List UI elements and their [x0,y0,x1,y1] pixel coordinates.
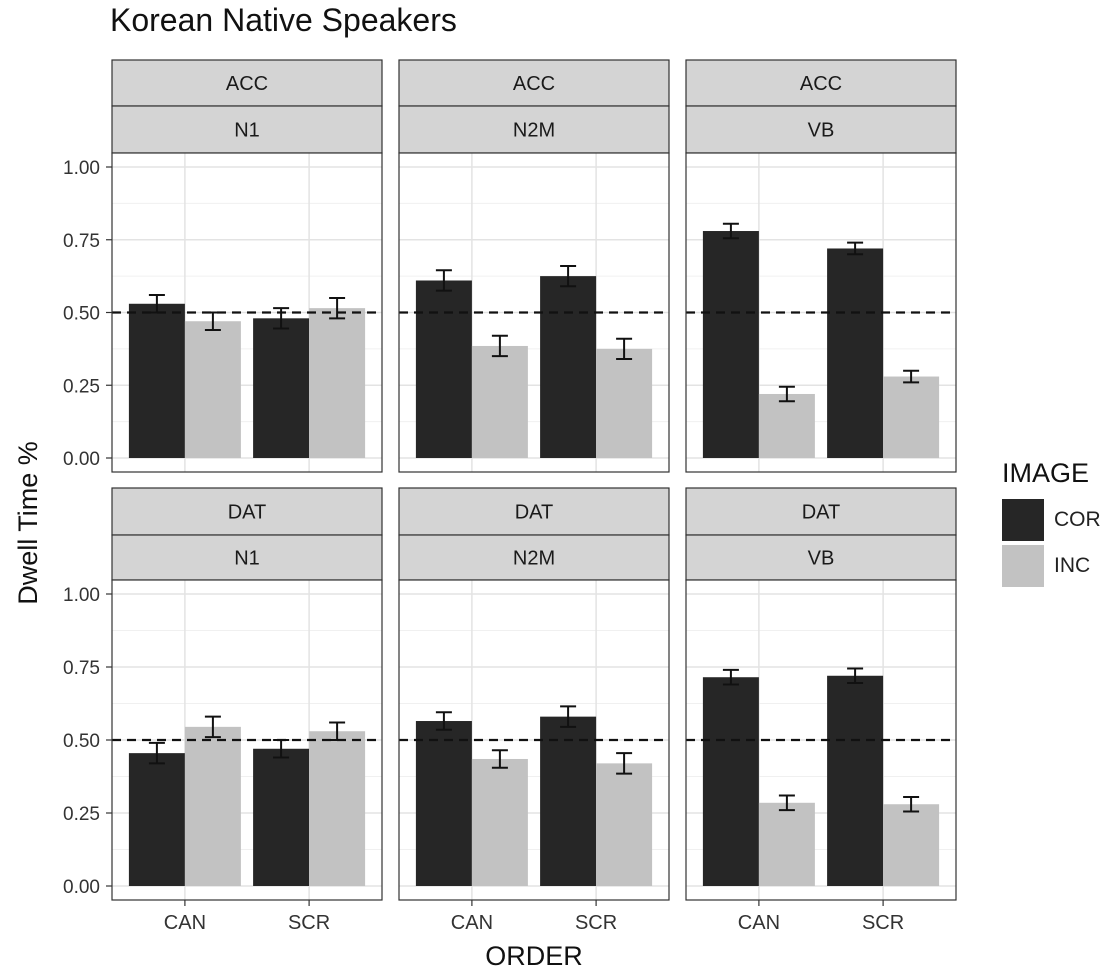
strip-col-dat-vb [685,534,957,581]
y-tick-label: 0.00 [63,877,100,898]
bar-dat-n1-can-cor [128,753,185,886]
bar-acc-n2m-can-inc [471,345,528,458]
legend-label-cor: COR [1054,508,1101,531]
x-tick-label: SCR [575,912,617,934]
legend-item-inc: INC [1002,543,1101,589]
panel-border-dat-vb [685,579,957,901]
bar-acc-n2m-can-cor [415,280,472,458]
bar-acc-n2m-scr-inc [596,348,653,458]
strip-col-acc-n1 [111,105,383,154]
strip-row-acc-n1 [111,59,383,107]
bar-acc-vb-scr-cor [827,248,884,458]
legend: IMAGE COR INC [1002,458,1101,589]
strip-col-label-dat-n2m: N2M [513,548,555,570]
strip-row-acc-n2m [398,59,670,107]
strip-row-label-acc-n1: ACC [226,73,268,95]
bar-dat-vb-can-inc [758,802,815,886]
strip-row-label-acc-vb: ACC [800,73,842,95]
bar-dat-n1-scr-cor [253,748,310,886]
legend-title: IMAGE [1002,458,1090,488]
strip-row-label-dat-n2m: DAT [515,502,554,524]
x-tick-label: CAN [738,912,780,934]
strip-col-label-acc-n1: N1 [234,120,260,142]
strip-col-dat-n1 [111,534,383,581]
y-tick-label: 0.25 [63,804,100,825]
bar-acc-n1-scr-cor [253,318,310,458]
strip-row-dat-n2m [398,487,670,536]
legend-item-cor: COR [1002,497,1101,543]
strip-col-label-acc-n2m: N2M [513,120,555,142]
y-tick-label: 0.75 [63,658,100,679]
strip-col-label-dat-vb: VB [808,548,835,570]
bar-dat-n2m-can-cor [415,721,472,886]
strip-col-label-acc-vb: VB [808,120,835,142]
strip-row-acc-vb [685,59,957,107]
bar-acc-n2m-scr-cor [540,276,597,458]
y-tick-label: 0.50 [63,731,100,752]
strip-row-dat-vb [685,487,957,536]
strip-row-label-dat-vb: DAT [802,502,841,524]
bar-dat-n2m-scr-inc [596,763,653,886]
bar-acc-n1-scr-inc [309,308,366,458]
strip-row-label-acc-n2m: ACC [513,73,555,95]
bar-dat-vb-can-cor [702,677,759,886]
bar-dat-n2m-scr-cor [540,716,597,886]
panel-border-acc-n2m [398,152,670,473]
bar-acc-vb-can-cor [702,231,759,458]
y-tick-label: 0.25 [63,376,100,397]
x-axis-label: ORDER [485,941,583,971]
bar-dat-vb-scr-inc [883,804,940,886]
bar-dat-n2m-can-inc [471,758,528,886]
bar-dat-n1-scr-inc [309,731,366,886]
x-tick-label: SCR [288,912,330,934]
x-tick-label: CAN [164,912,206,934]
legend-label-inc: INC [1054,554,1091,577]
bar-acc-n1-can-inc [184,321,241,458]
legend-swatch-inc [1002,545,1044,587]
strip-col-dat-n2m [398,534,670,581]
y-tick-label: 1.00 [63,158,100,179]
x-tick-label: SCR [862,912,904,934]
bar-acc-vb-can-inc [758,393,815,458]
panel-border-acc-vb [685,152,957,473]
x-tick-label: CAN [451,912,493,934]
chart-title: Korean Native Speakers [110,2,457,38]
bar-dat-vb-scr-cor [827,675,884,886]
y-tick-label: 0.75 [63,231,100,252]
bar-dat-n1-can-inc [184,726,241,886]
bar-acc-n1-can-cor [128,303,185,458]
legend-swatch-cor [1002,499,1044,541]
bar-acc-vb-scr-inc [883,376,940,458]
y-axis-label: Dwell Time % [13,441,43,605]
strip-row-label-dat-n1: DAT [228,502,267,524]
panel-border-dat-n2m [398,579,670,901]
strip-col-acc-vb [685,105,957,154]
y-tick-label: 1.00 [63,585,100,606]
y-tick-label: 0.50 [63,304,100,325]
strip-col-label-dat-n1: N1 [234,548,260,570]
y-tick-label: 0.00 [63,449,100,470]
strip-col-acc-n2m [398,105,670,154]
